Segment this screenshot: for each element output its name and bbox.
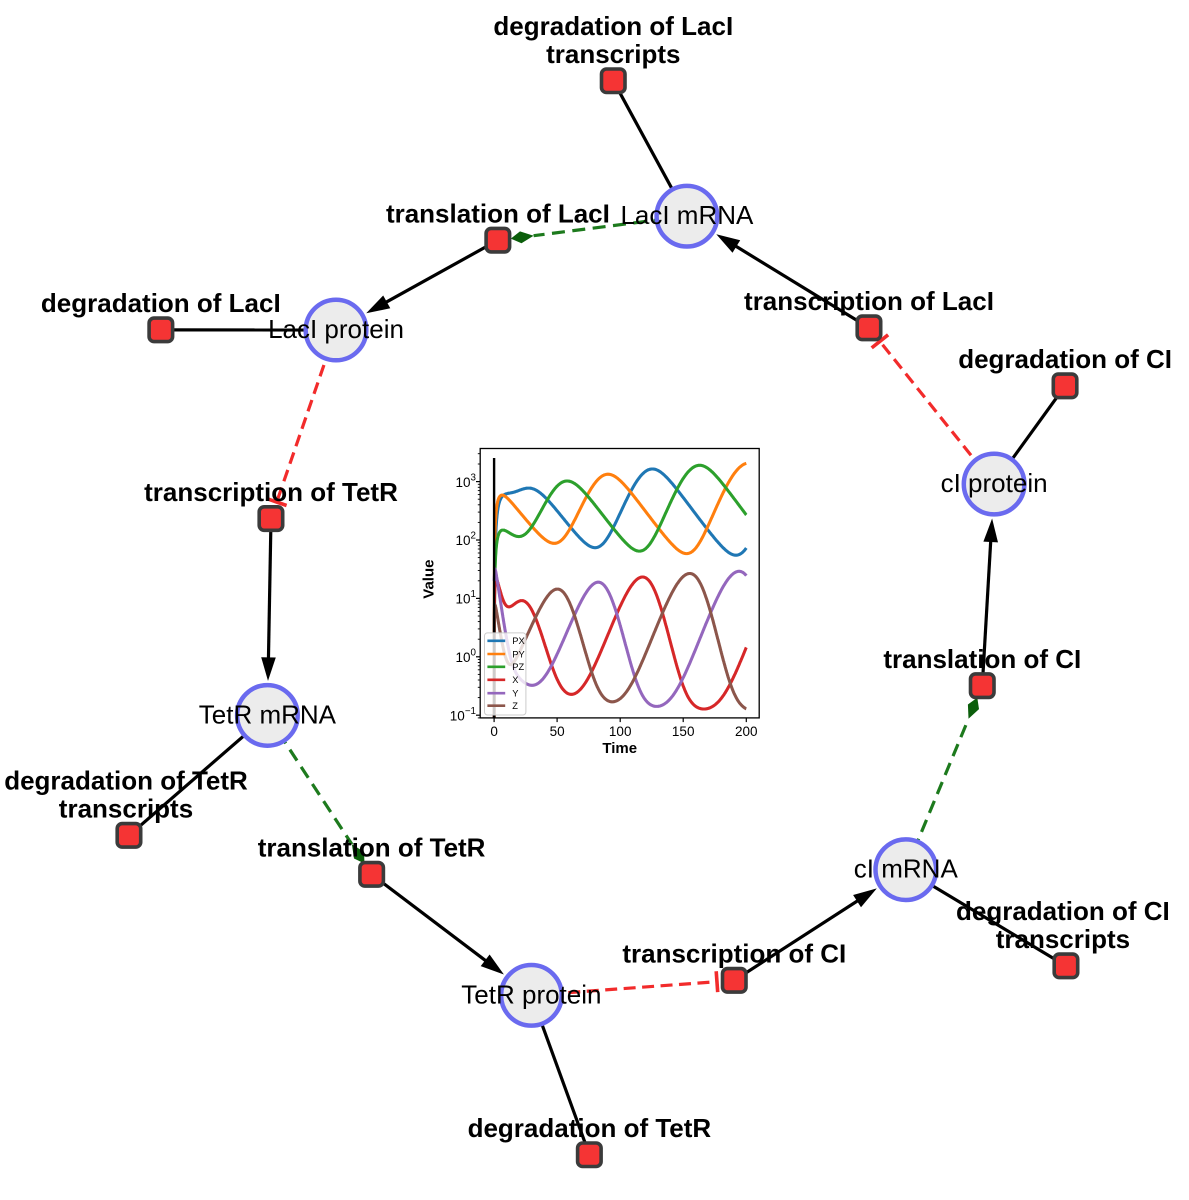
svg-text:degradation of CI: degradation of CI: [956, 896, 1170, 926]
svg-text:100: 100: [456, 648, 477, 666]
svg-text:50: 50: [550, 724, 565, 739]
svg-text:cI mRNA: cI mRNA: [854, 854, 959, 884]
svg-text:100: 100: [609, 724, 632, 739]
svg-text:LacI mRNA: LacI mRNA: [620, 200, 754, 230]
svg-text:Y: Y: [512, 689, 518, 699]
svg-text:translation of LacI: translation of LacI: [386, 198, 610, 228]
svg-text:150: 150: [672, 724, 695, 739]
svg-text:degradation of CI: degradation of CI: [958, 344, 1172, 374]
svg-text:200: 200: [735, 724, 758, 739]
svg-text:101: 101: [456, 589, 476, 607]
svg-text:PY: PY: [512, 649, 524, 659]
svg-text:translation of TetR: translation of TetR: [258, 833, 486, 863]
svg-text:PZ: PZ: [512, 662, 524, 672]
svg-text:Value: Value: [421, 559, 438, 598]
svg-text:transcripts: transcripts: [546, 39, 680, 69]
svg-text:X: X: [512, 675, 518, 685]
svg-text:transcription of TetR: transcription of TetR: [144, 477, 398, 507]
svg-text:TetR mRNA: TetR mRNA: [199, 699, 337, 729]
svg-text:103: 103: [456, 472, 477, 490]
svg-text:transcription of CI: transcription of CI: [622, 939, 846, 969]
svg-text:translation of CI: translation of CI: [883, 644, 1081, 674]
svg-text:degradation of TetR: degradation of TetR: [468, 1113, 712, 1143]
svg-text:degradation of LacI: degradation of LacI: [493, 11, 733, 41]
svg-text:PX: PX: [512, 636, 524, 646]
svg-text:transcription of LacI: transcription of LacI: [744, 286, 994, 316]
svg-text:degradation of LacI: degradation of LacI: [41, 288, 281, 318]
svg-text:Time: Time: [602, 740, 637, 757]
svg-text:102: 102: [456, 531, 476, 549]
svg-text:degradation of TetR: degradation of TetR: [4, 766, 248, 796]
svg-text:transcripts: transcripts: [59, 794, 193, 824]
svg-text:transcripts: transcripts: [996, 924, 1130, 954]
svg-text:0: 0: [490, 724, 498, 739]
svg-text:Z: Z: [512, 701, 518, 711]
svg-text:cI protein: cI protein: [941, 468, 1048, 498]
svg-text:10−1: 10−1: [450, 706, 476, 724]
svg-text:TetR protein: TetR protein: [461, 979, 601, 1009]
svg-text:LacI protein: LacI protein: [268, 314, 404, 344]
